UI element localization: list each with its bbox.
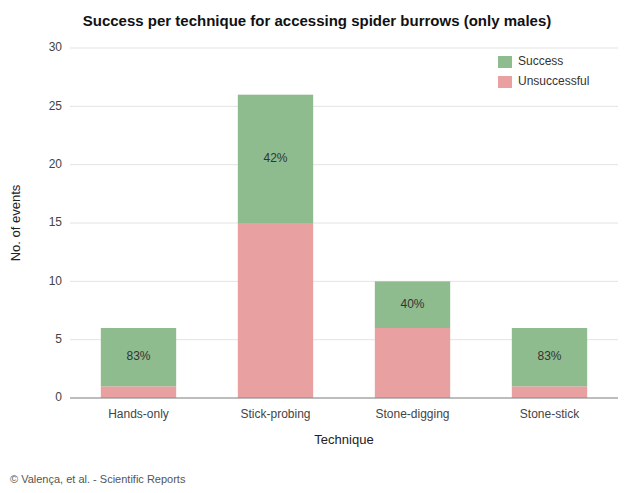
grid-line: [70, 106, 618, 107]
grid-line: [70, 48, 618, 49]
grid-line: [70, 281, 618, 282]
bar-segment: [512, 386, 587, 398]
data-label: 42%: [263, 151, 287, 165]
chart-container: 0 5 10 15 20 25 30 83% 42% 40% 83% Hands-only Stick-…: [0, 0, 634, 493]
grid-line: [70, 164, 618, 165]
y-tick-label: 30: [49, 40, 63, 54]
bars: [101, 95, 587, 398]
x-tick-label: Stone-digging: [375, 407, 449, 421]
y-tick-label: 20: [49, 157, 63, 171]
x-axis-title: Technique: [314, 432, 373, 447]
x-tick-label: Hands-only: [108, 407, 169, 421]
bar-segment: [101, 386, 176, 398]
bar-segment: [375, 281, 450, 328]
data-label: 83%: [126, 349, 150, 363]
legend-label: Unsuccessful: [518, 74, 589, 88]
y-tick-label: 25: [49, 99, 63, 113]
legend-swatch: [498, 76, 512, 88]
y-axis-title: No. of events: [8, 184, 23, 261]
legend-label: Success: [518, 54, 563, 68]
bar-segment: [238, 95, 313, 223]
bar-segment: [238, 223, 313, 398]
x-tick-label: Stone-stick: [520, 407, 580, 421]
x-tick-label: Stick-probing: [240, 407, 310, 421]
data-label: 83%: [537, 349, 561, 363]
data-label: 40%: [400, 297, 424, 311]
source-note: © Valença, et al. - Scientific Reports: [10, 473, 186, 485]
grid-line: [70, 398, 618, 399]
grid: [70, 48, 618, 398]
bar-segment: [375, 328, 450, 398]
bar-segment: [512, 328, 587, 386]
grid-line: [70, 223, 618, 224]
chart-title: Success per technique for accessing spid…: [83, 12, 552, 29]
legend-swatch: [498, 56, 512, 68]
chart-svg: 0 5 10 15 20 25 30 83% 42% 40% 83% Hands-only Stick-…: [0, 0, 634, 493]
bar-segment: [101, 328, 176, 386]
y-tick-label: 10: [49, 274, 63, 288]
y-tick-label: 15: [49, 215, 63, 229]
y-tick-label: 0: [55, 390, 62, 404]
legend: Success Unsuccessful: [498, 54, 589, 88]
x-axis-line: [70, 398, 618, 399]
y-tick-label: 5: [55, 332, 62, 346]
